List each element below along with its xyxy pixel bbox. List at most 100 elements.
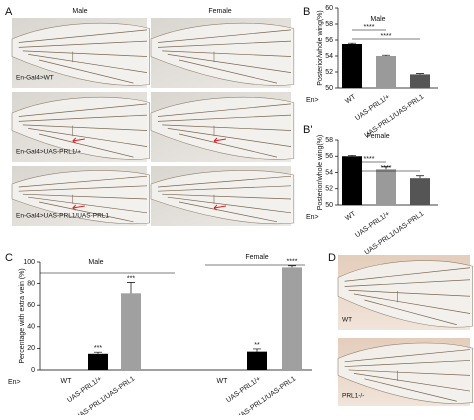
prefix-label: En>	[306, 214, 319, 221]
vein	[364, 378, 457, 402]
vein	[178, 201, 278, 223]
group-title: Male	[88, 259, 103, 266]
wing	[337, 342, 473, 404]
red-arrow	[72, 204, 85, 211]
x-tick-label: WT	[344, 93, 358, 105]
y-axis-label: Posterior/whole wing(%)	[317, 135, 324, 210]
vein	[28, 54, 148, 73]
wing	[150, 22, 295, 86]
y-axis-label: Percentage with extra vein (%)	[19, 268, 26, 363]
row-label: En-Gal4>UAS-PRL1/+	[16, 149, 81, 156]
significance: ****	[287, 259, 298, 266]
vein	[157, 40, 292, 48]
y-axis-label: Posterior/whole wing(%)	[317, 10, 324, 85]
vein	[162, 193, 292, 200]
y-tick-label: 56	[325, 37, 333, 44]
vein	[167, 196, 292, 214]
chart-title: Female	[366, 133, 389, 140]
vein	[348, 289, 471, 297]
prefix-label: En>	[306, 97, 319, 104]
vein	[162, 50, 292, 57]
wing	[11, 170, 150, 225]
bracket-label: ****	[364, 24, 375, 31]
y-tick-label: 56	[325, 153, 333, 160]
x-tick-label: UAS-PRL1/UAS-PRL1	[236, 375, 298, 415]
error-bar	[288, 265, 296, 268]
panel-letter: D	[328, 252, 336, 264]
y-tick-label: 60	[27, 302, 35, 309]
vein	[38, 201, 134, 223]
y-tick-label: 20	[27, 345, 35, 352]
bar	[410, 74, 430, 88]
error-bar	[382, 54, 390, 56]
vein	[167, 128, 292, 147]
error-bar	[382, 166, 390, 170]
vein	[344, 267, 471, 282]
prefix-label: En>	[8, 379, 21, 386]
red-arrow	[213, 137, 227, 144]
column-title: Male	[72, 8, 87, 15]
y-tick-label: 0	[31, 367, 35, 374]
wing	[150, 170, 295, 225]
error-bar	[348, 42, 356, 44]
error-bar	[94, 351, 102, 354]
y-tick-label: 54	[325, 53, 333, 60]
bracket-label: ****	[364, 156, 375, 163]
vein	[348, 369, 471, 376]
y-tick-label: 50	[325, 202, 333, 209]
vein	[18, 185, 148, 192]
bracket-label: ****	[381, 165, 392, 172]
x-tick-label: WT	[61, 378, 73, 385]
y-tick-label: 40	[27, 324, 35, 331]
vein	[18, 114, 148, 122]
vein	[157, 29, 292, 43]
bar	[342, 156, 362, 205]
group-title: Female	[245, 254, 268, 261]
y-tick-label: 80	[27, 280, 35, 287]
bar	[247, 351, 267, 370]
red-arrow	[213, 204, 227, 211]
y-tick-label: 50	[325, 85, 333, 92]
x-tick-label: WT	[344, 210, 358, 222]
panel-letter: A	[5, 6, 13, 18]
error-bar	[348, 155, 356, 157]
bar	[376, 169, 396, 205]
bar	[410, 178, 430, 205]
vein	[38, 59, 134, 84]
vein	[22, 193, 148, 200]
y-tick-label: 54	[325, 169, 333, 176]
vein	[353, 293, 471, 314]
x-tick-label: WT	[217, 378, 229, 385]
wing	[337, 260, 473, 328]
vein	[157, 185, 292, 192]
y-tick-label: 60	[325, 5, 333, 12]
vein	[157, 103, 292, 117]
vein	[22, 50, 148, 57]
red-arrow	[72, 137, 85, 144]
vein	[364, 299, 457, 326]
vein	[178, 133, 278, 158]
error-bar	[416, 73, 424, 75]
vein	[157, 175, 292, 188]
bracket-label: ****	[381, 33, 392, 40]
significance: **	[254, 342, 260, 349]
significance: ***	[94, 345, 102, 352]
y-tick-label: 52	[325, 69, 333, 76]
y-tick-label: 58	[325, 21, 333, 28]
significance: ***	[127, 275, 135, 282]
column-title: Female	[208, 8, 231, 15]
vein	[22, 124, 148, 131]
photo-label: PRL1-/-	[342, 393, 364, 400]
vein	[344, 349, 471, 363]
vein	[18, 40, 148, 48]
bar	[121, 293, 141, 370]
vein	[18, 175, 148, 188]
y-tick-label: 58	[325, 137, 333, 144]
vein	[344, 279, 471, 287]
bar	[282, 267, 302, 370]
vein	[28, 196, 148, 214]
error-bar	[416, 175, 424, 179]
vein	[162, 124, 292, 131]
vein	[157, 114, 292, 122]
vein	[18, 103, 148, 117]
